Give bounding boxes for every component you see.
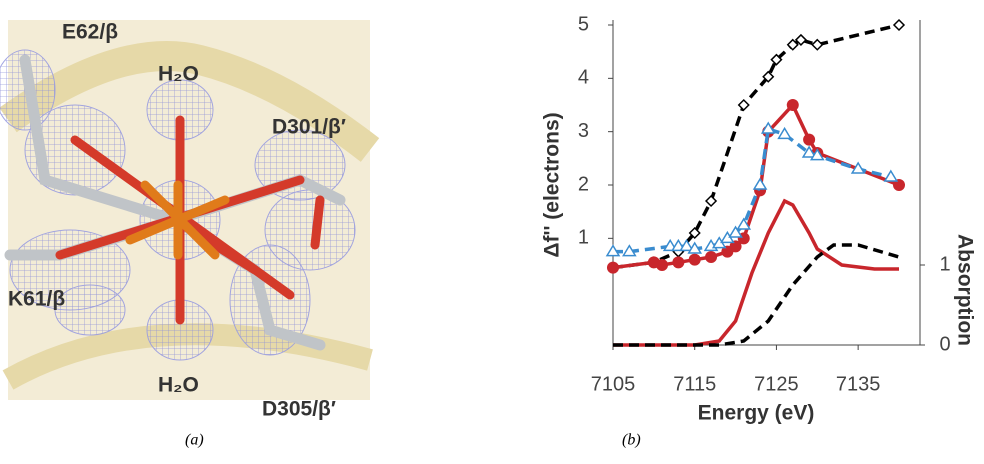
point	[770, 53, 783, 66]
point	[760, 121, 776, 134]
y-tick-label: 2	[578, 173, 589, 195]
point	[850, 161, 866, 174]
point	[688, 253, 701, 266]
panel-caption: (b)	[622, 432, 641, 449]
point	[811, 38, 824, 51]
point	[607, 261, 619, 274]
structure-image	[0, 20, 380, 400]
residue-label: D301/β′	[272, 116, 346, 139]
point	[729, 240, 742, 253]
x-tick-label: 7135	[836, 373, 881, 395]
point	[687, 241, 703, 254]
series-line	[613, 126, 892, 254]
x-tick-label: 7105	[591, 373, 636, 395]
residue-label: D305/β′	[262, 398, 336, 421]
point	[786, 38, 799, 51]
point	[672, 256, 685, 269]
point	[622, 244, 637, 257]
point	[688, 226, 701, 240]
point	[736, 217, 752, 230]
point	[762, 70, 775, 83]
point	[892, 18, 906, 32]
series-line	[612, 23, 900, 270]
point	[737, 98, 750, 112]
point	[803, 133, 816, 146]
point	[786, 99, 799, 111]
point	[777, 126, 792, 140]
series-line	[613, 243, 900, 347]
point	[605, 244, 621, 257]
water-label: H₂O	[158, 374, 199, 397]
residue-label: E62/β	[62, 21, 118, 44]
point	[801, 145, 817, 158]
y2-axis-title: Absorption	[953, 234, 976, 346]
y-tick-label: 4	[578, 67, 589, 89]
y2-tick-label: 0	[939, 333, 950, 355]
point	[679, 238, 694, 252]
point	[893, 179, 905, 191]
residue-label: K61/β	[8, 288, 65, 311]
y-tick-label: 5	[578, 13, 589, 35]
point	[883, 169, 899, 182]
point	[705, 251, 718, 263]
y2-tick-label: 1	[939, 253, 950, 275]
point	[809, 148, 825, 161]
x-axis-title: Energy (eV)	[698, 402, 815, 425]
point	[704, 194, 718, 208]
point	[794, 33, 808, 46]
water-label: H₂O	[158, 63, 199, 86]
point	[656, 259, 669, 271]
y-tick-label: 1	[578, 227, 589, 249]
point	[752, 177, 768, 190]
x-tick-label: 7115	[673, 373, 716, 395]
x-tick-label: 7125	[754, 373, 799, 395]
point	[728, 225, 743, 238]
panel-caption: (a)	[185, 432, 204, 449]
series-line	[613, 198, 899, 347]
y-axis-title: Δf'' (electrons)	[541, 112, 564, 257]
y-tick-label: 3	[578, 120, 589, 142]
